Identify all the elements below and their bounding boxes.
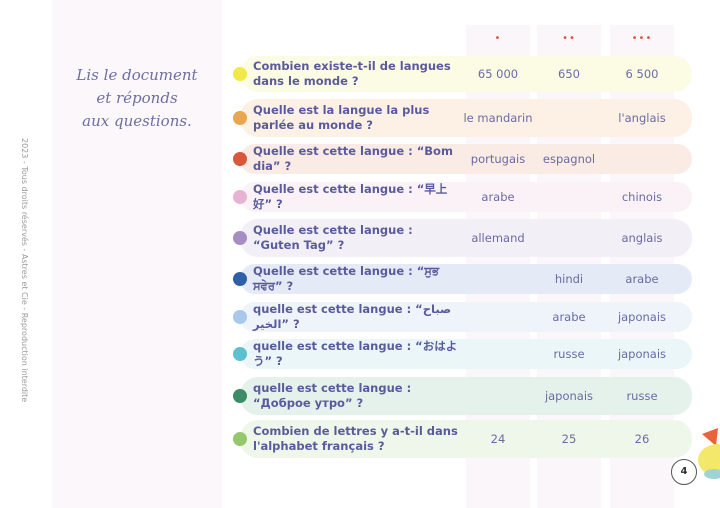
answer-choice[interactable]: arabe (481, 189, 515, 204)
answer-choice[interactable]: portugais (470, 151, 526, 166)
question-text: Quelle est cette langue : “ਸੁਭ ਸਵੇਰ” ? (253, 264, 439, 293)
question-text: Quelle est cette langue : “早上好” ? (253, 182, 448, 211)
level-1-label: • (494, 33, 502, 44)
question-text: Combien existe-t-il de langues dans le m… (253, 59, 451, 88)
answer-choice[interactable]: japonais (617, 309, 667, 324)
question-text: Combien de lettres y a-t-il dans l'alpha… (253, 424, 458, 453)
color-dot-icon (233, 190, 247, 204)
color-dot-icon (233, 231, 247, 245)
answer-choice[interactable]: arabe (625, 271, 659, 286)
question-row (240, 56, 692, 92)
color-dot-icon (233, 67, 247, 81)
answer-choice[interactable]: russe (553, 346, 585, 361)
question-text: quelle est cette langue : “صباح الخير” ? (253, 302, 452, 331)
color-dot-icon (233, 152, 247, 166)
sidebar (52, 0, 222, 508)
answer-choice[interactable]: 26 (634, 431, 650, 446)
question-text: Quelle est cette langue : “Guten Tag” ? (253, 223, 413, 252)
instruction-line: aux questions. (82, 112, 192, 130)
question-row (240, 339, 692, 369)
answer-choice[interactable]: allemand (471, 230, 525, 245)
level-3-label: ••• (631, 33, 653, 44)
instruction-line: Lis le document (76, 66, 198, 84)
answer-choice[interactable]: 24 (490, 431, 506, 446)
answer-choice[interactable]: 6 500 (625, 66, 659, 81)
color-dot-icon (233, 310, 247, 324)
question-row (240, 219, 692, 257)
answer-choice[interactable]: japonais (544, 388, 594, 403)
question-text: quelle est cette langue : “Доброе утро” … (253, 381, 412, 410)
answer-choice[interactable]: hindi (554, 271, 584, 286)
question-row (240, 420, 692, 458)
instruction-line: et réponds (96, 89, 178, 107)
page-number: 4 (671, 459, 697, 485)
question-text: Quelle est cette langue : “Bom dia” ? (253, 144, 453, 173)
color-dot-icon (233, 432, 247, 446)
answer-choice[interactable]: anglais (621, 230, 663, 245)
question-row (240, 99, 692, 137)
instruction: Lis le document et réponds aux questions… (52, 64, 222, 133)
color-dot-icon (233, 389, 247, 403)
answer-choice[interactable]: 650 (558, 66, 580, 81)
answer-choice[interactable]: arabe (552, 309, 586, 324)
answer-choice[interactable]: russe (626, 388, 658, 403)
question-row (240, 182, 692, 212)
color-dot-icon (233, 111, 247, 125)
answer-choice[interactable]: le mandarin (463, 110, 533, 125)
answer-choice[interactable]: japonais (617, 346, 667, 361)
copyright: 2023 - Tous droits réservés - Astres et … (20, 138, 29, 403)
question-row (240, 264, 692, 294)
answer-choice[interactable]: 25 (561, 431, 577, 446)
answer-choice[interactable]: chinois (621, 189, 663, 204)
answer-choice[interactable]: 65 000 (477, 66, 519, 81)
question-text: quelle est cette langue : “おはよう” ? (253, 339, 458, 368)
question-row (240, 302, 692, 332)
mascot-illustration (698, 428, 720, 479)
answer-choice[interactable]: l'anglais (618, 110, 666, 125)
question-row (240, 144, 692, 174)
question-text: Quelle est la langue la plus parlée au m… (253, 103, 430, 132)
level-2-label: •• (562, 33, 576, 44)
color-dot-icon (233, 347, 247, 361)
answer-choice[interactable]: espagnol (542, 151, 596, 166)
question-row (240, 377, 692, 415)
color-dot-icon (233, 272, 247, 286)
